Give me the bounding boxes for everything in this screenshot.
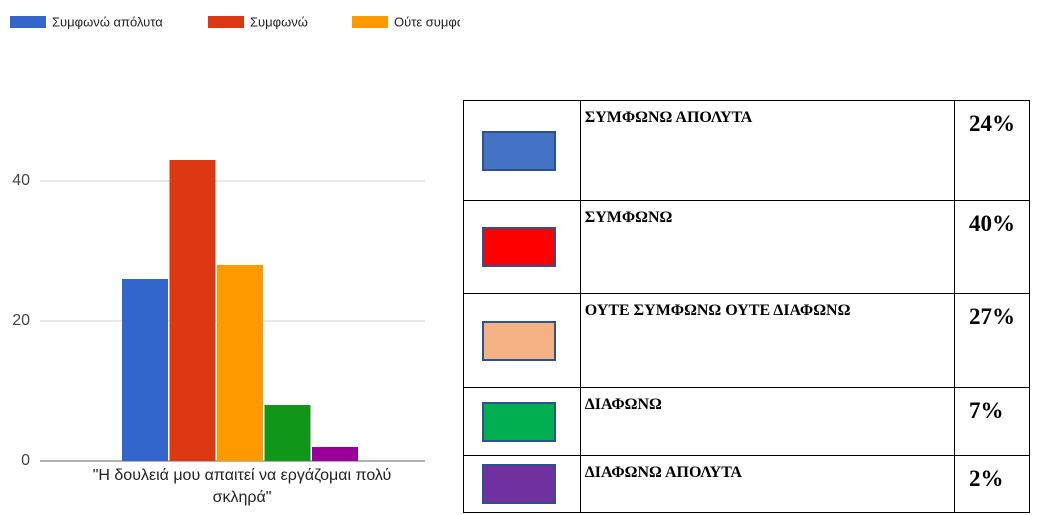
swatch-cell xyxy=(463,455,581,513)
summary-table: ΣΥΜΦΩΝΩ ΑΠΟΛΥΤΑ 24% ΣΥΜΦΩΝΩ 40% ΟΥΤΕ ΣΥΜΦΩΝΩ… xyxy=(463,100,1030,513)
legend-label: Ούτε συμφωνώ ούτε διαφω... xyxy=(394,14,460,29)
row-percent: 7% xyxy=(954,387,1030,456)
row-percent: 24% xyxy=(954,100,1030,201)
color-swatch xyxy=(482,401,556,442)
color-swatch xyxy=(482,130,556,171)
table-row: ΣΥΜΦΩΝΩ ΑΠΟΛΥΤΑ 24% xyxy=(463,100,1030,201)
color-swatch xyxy=(482,227,556,267)
legend-swatch xyxy=(10,16,46,28)
color-swatch xyxy=(482,464,556,504)
row-label: ΔΙΑΦΩΝΩ xyxy=(579,387,956,456)
chart: 0 20 40 Συμφωνώ απόλυτα Συμφωνώ Ούτε συμφωνώ … xyxy=(10,14,460,469)
legend-label: Συμφωνώ απόλυτα xyxy=(52,14,163,29)
y-tick-label: 40 xyxy=(12,172,30,189)
row-percent: 2% xyxy=(954,455,1030,513)
row-label: ΟΥΤΕ ΣΥΜΦΩΝΩ ΟΥΤΕ ΔΙΑΦΩΝΩ xyxy=(579,293,956,388)
row-percent: 27% xyxy=(954,293,1030,388)
row-label: ΔΙΑΦΩΝΩ ΑΠΟΛΥΤΑ xyxy=(579,455,956,513)
table-row: ΟΥΤΕ ΣΥΜΦΩΝΩ ΟΥΤΕ ΔΙΑΦΩΝΩ 27% xyxy=(463,293,1030,388)
bar xyxy=(264,405,311,461)
bar xyxy=(217,265,263,461)
row-label: ΣΥΜΦΩΝΩ xyxy=(579,200,956,294)
legend-swatch xyxy=(208,16,244,28)
table-row: ΔΙΑΦΩΝΩ ΑΠΟΛΥΤΑ 2% xyxy=(463,455,1030,513)
legend-swatch xyxy=(352,16,388,28)
swatch-cell xyxy=(463,200,581,294)
table-row: ΔΙΑΦΩΝΩ 7% xyxy=(463,387,1030,456)
x-category-label: "Η δουλειά μου απαιτεί να εργάζομαι πολύ… xyxy=(92,467,392,506)
swatch-cell xyxy=(463,293,581,388)
row-label: ΣΥΜΦΩΝΩ ΑΠΟΛΥΤΑ xyxy=(579,100,956,201)
y-tick-label: 0 xyxy=(21,452,30,469)
y-tick-label: 20 xyxy=(12,312,30,329)
bar xyxy=(312,447,358,461)
bar xyxy=(169,160,216,461)
swatch-cell xyxy=(463,387,581,456)
table-row: ΣΥΜΦΩΝΩ 40% xyxy=(463,200,1030,294)
bar xyxy=(122,279,168,461)
swatch-cell xyxy=(463,100,581,201)
legend-label: Συμφωνώ xyxy=(250,14,308,29)
row-percent: 40% xyxy=(954,200,1030,294)
color-swatch xyxy=(482,320,556,361)
